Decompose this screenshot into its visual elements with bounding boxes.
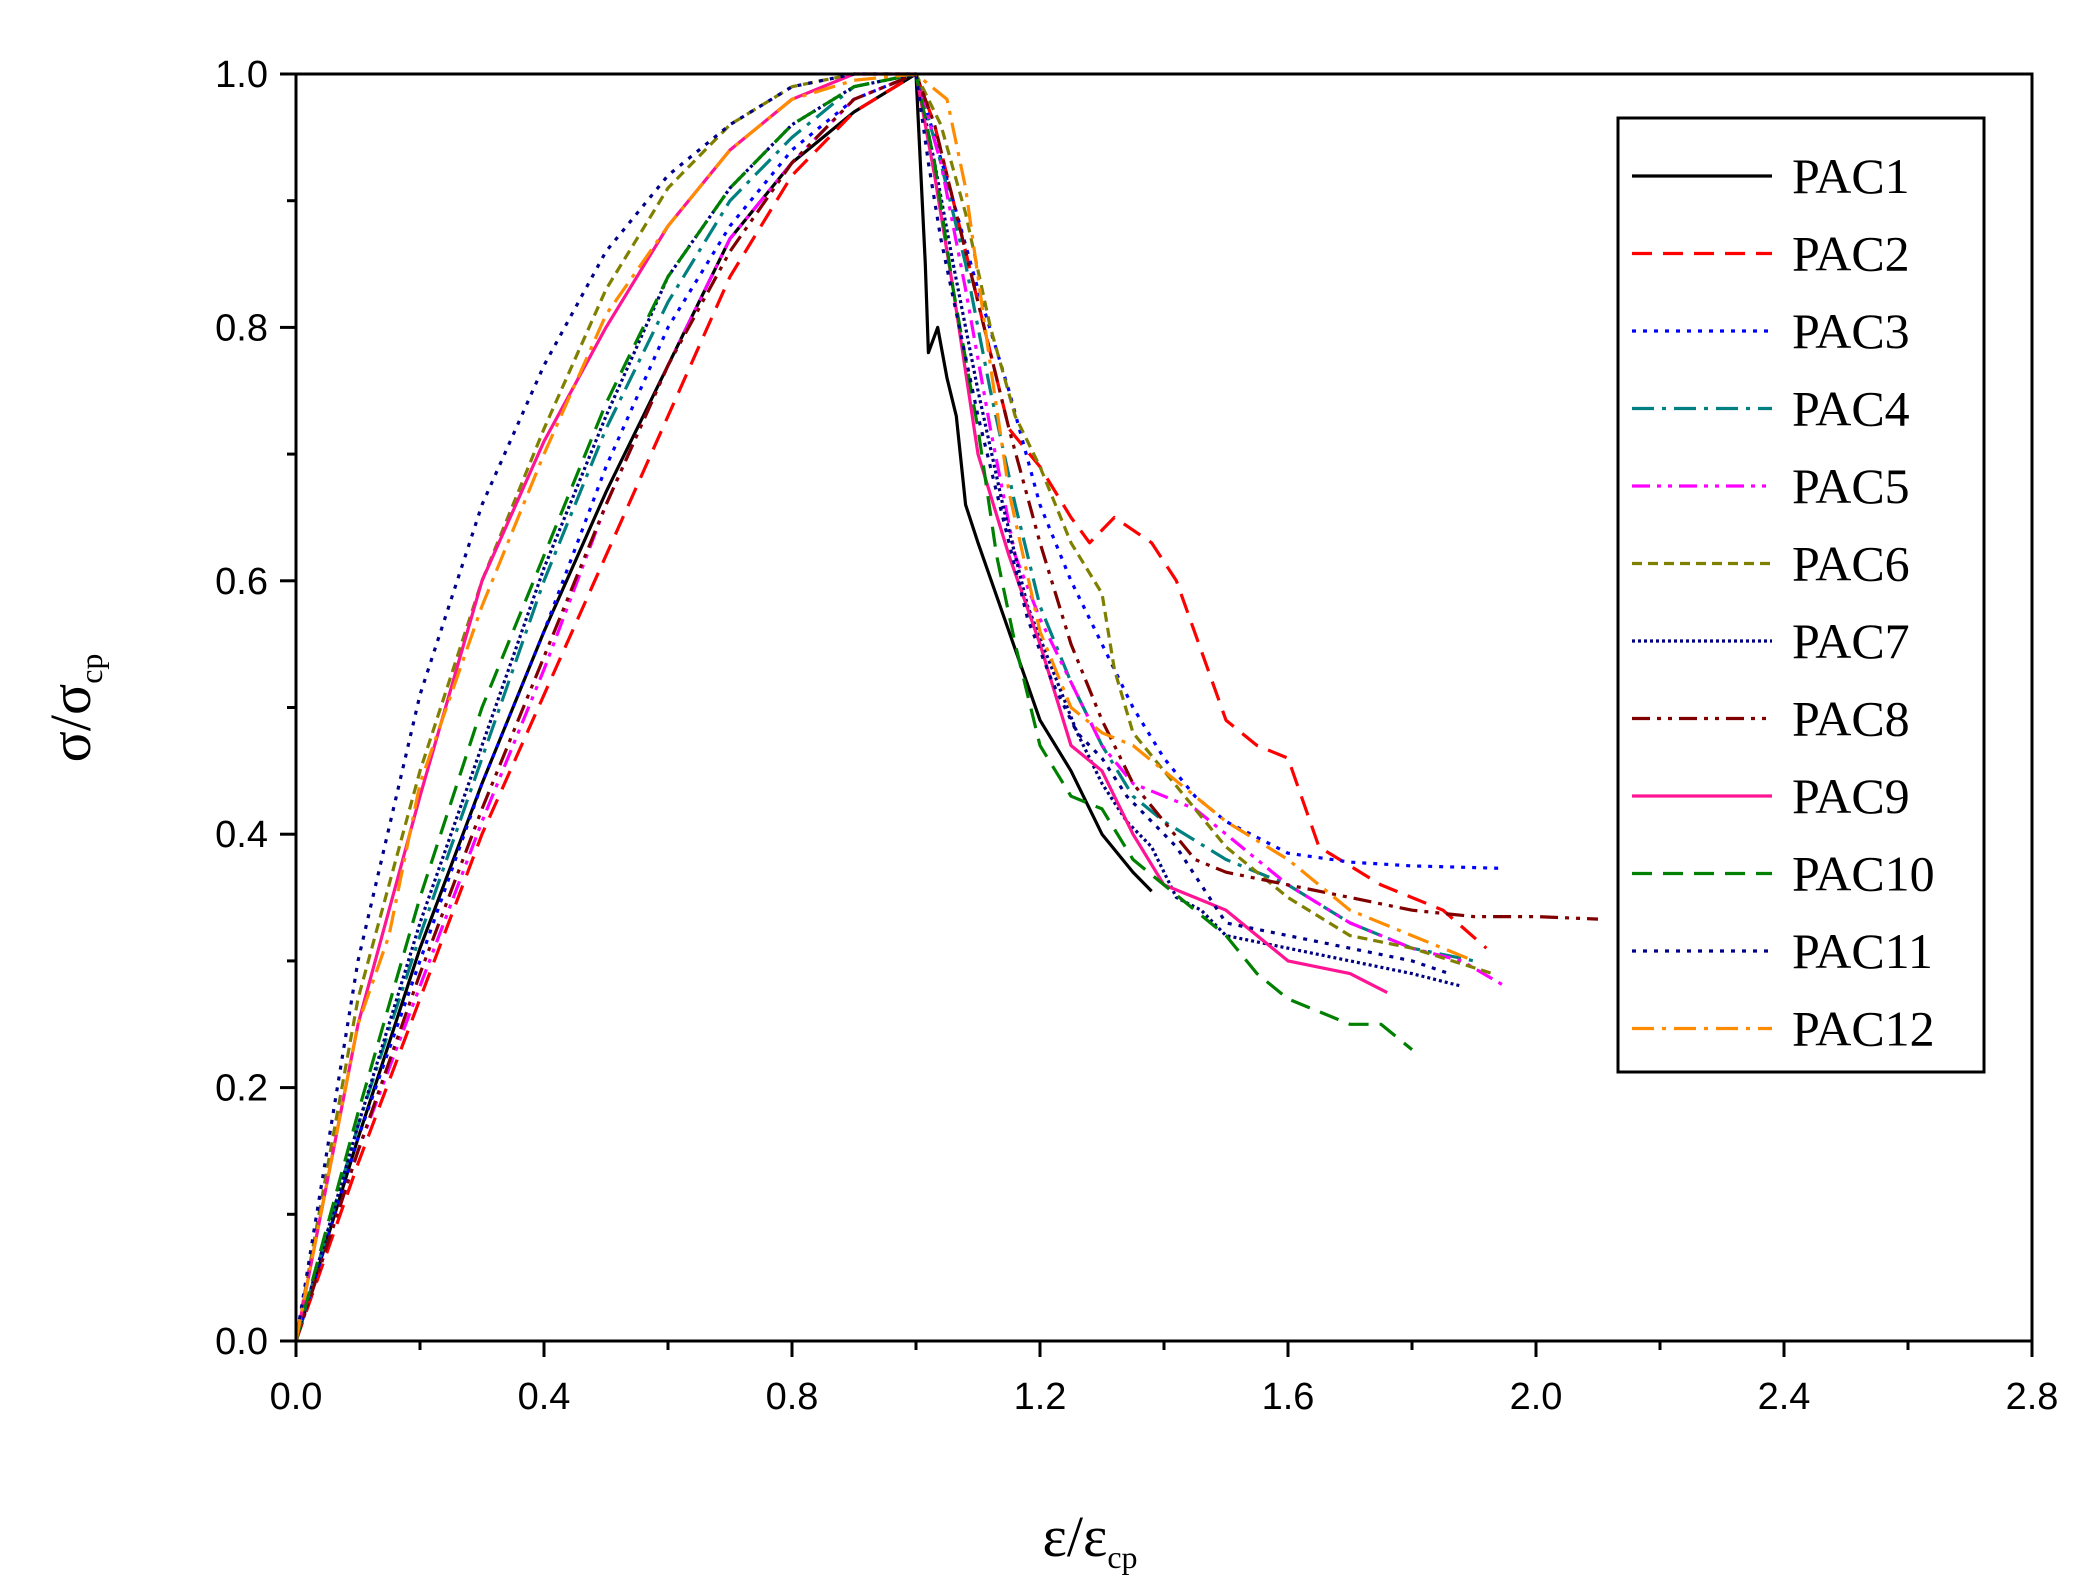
legend-label-pac3: PAC3 [1792, 303, 1910, 359]
x-tick-label: 2.0 [1510, 1376, 1563, 1418]
y-tick-label: 0.8 [215, 307, 268, 349]
legend-label-pac6: PAC6 [1792, 536, 1910, 592]
series-line-pac10 [294, 72, 1414, 1342]
x-axis-title-main: ε/ε [1042, 1504, 1107, 1569]
legend-label-pac1: PAC1 [1792, 148, 1910, 204]
y-axis-title-sub: cp [73, 654, 109, 684]
ticks-layer [280, 72, 2034, 1357]
legend-label-pac8: PAC8 [1792, 691, 1910, 747]
series-line-pac11 [294, 72, 1450, 1342]
y-tick-labels: 0.0 0.2 0.4 0.6 0.8 1.0 [215, 54, 268, 1363]
x-tick-label: 0.8 [766, 1376, 819, 1418]
legend-label-pac9: PAC9 [1792, 768, 1910, 824]
x-tick-label: 0.0 [270, 1376, 323, 1418]
y-tick-label: 0.6 [215, 561, 268, 603]
legend-label-pac11: PAC11 [1792, 923, 1933, 979]
x-tick-label: 1.6 [1262, 1376, 1315, 1418]
legend-label-pac10: PAC10 [1792, 846, 1935, 902]
y-tick-label: 1.0 [215, 54, 268, 96]
series-line-pac12 [294, 72, 1475, 1342]
series-line-pac6 [294, 72, 1494, 1342]
series-line-pac2 [294, 72, 1488, 1342]
x-tick-label: 1.2 [1014, 1376, 1067, 1418]
legend-label-pac12: PAC12 [1792, 1001, 1935, 1057]
legend-label-pac4: PAC4 [1792, 381, 1910, 437]
series-line-pac3 [294, 72, 1506, 1342]
x-tick-labels: 0.0 0.4 0.8 1.2 1.6 2.0 2.4 2.8 [270, 1376, 2059, 1418]
series-line-pac5 [294, 72, 1506, 1342]
x-axis-title-sub: cp [1107, 1539, 1137, 1575]
series-layer [294, 72, 1599, 1342]
legend: PAC1 PAC2 PAC3 PAC4 PAC5 PAC6 PAC7 PAC8 PAC9 PAC1… [1632, 148, 1935, 1057]
series-line-pac8 [294, 72, 1599, 1342]
y-tick-label: 0.2 [215, 1068, 268, 1110]
series-line-pac7 [294, 72, 1462, 1342]
x-axis-title: ε/εcp [1042, 1504, 1137, 1575]
x-tick-label: 0.4 [518, 1376, 571, 1418]
legend-box [1616, 116, 1986, 1074]
series-line-pac4 [294, 72, 1475, 1342]
y-tick-label: 0.4 [215, 814, 268, 856]
legend-label-pac7: PAC7 [1792, 613, 1910, 669]
y-tick-label: 0.0 [215, 1321, 268, 1363]
legend-label-pac5: PAC5 [1792, 458, 1910, 514]
y-axis-title-main: σ/σ [38, 684, 103, 763]
x-tick-label: 2.8 [2006, 1376, 2059, 1418]
legend-label-pac2: PAC2 [1792, 226, 1910, 282]
y-axis-title: σ/σcp [38, 654, 109, 763]
x-tick-label: 2.4 [1758, 1376, 1811, 1418]
